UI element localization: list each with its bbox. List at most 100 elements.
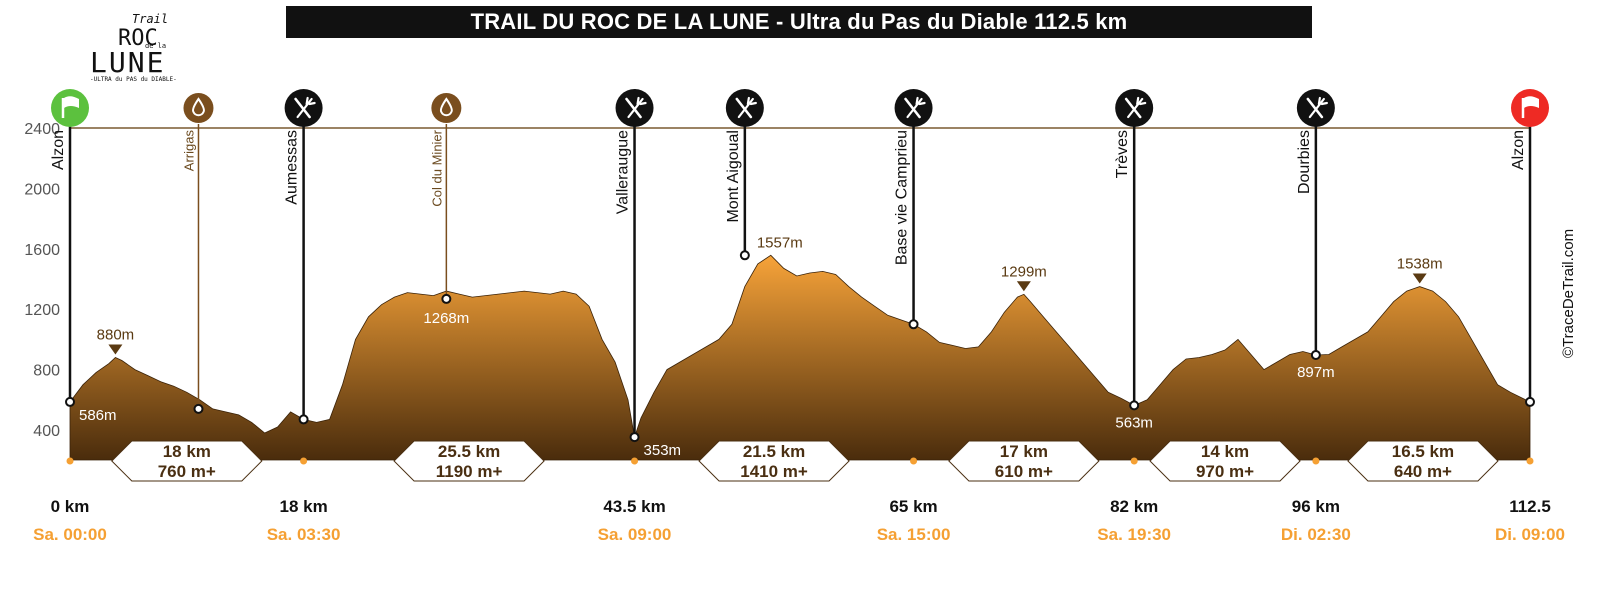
waypoint-valleraugue: Valleraugue 353m bbox=[615, 89, 682, 459]
stage-distance: 17 km bbox=[1000, 442, 1048, 461]
waypoint-elevation-label: 563m bbox=[1115, 414, 1153, 431]
waypoint-mont-aigoual: Mont Aigoual 1557m bbox=[725, 89, 803, 261]
utensils-icon bbox=[284, 89, 323, 127]
waypoint-elevation-label: 1557m bbox=[757, 234, 803, 251]
utensils-icon bbox=[725, 89, 764, 127]
icon-badge bbox=[431, 93, 462, 123]
km-marker: 18 km Sa. 03:30 bbox=[267, 457, 340, 544]
waypoint-elevation-label: 1268m bbox=[423, 310, 469, 327]
icon-badge bbox=[183, 93, 214, 123]
time-label: Di. 09:00 bbox=[1495, 525, 1565, 544]
waypoint-label: Alzon bbox=[1510, 130, 1527, 170]
summit-triangle bbox=[1412, 273, 1427, 284]
stage-hexagon bbox=[1347, 440, 1499, 482]
km-label: 43.5 km bbox=[603, 497, 665, 516]
waypoint-dot bbox=[441, 293, 452, 304]
y-axis: 400 800 1200 1600 2000 2400 bbox=[24, 121, 1530, 440]
utensils-icon bbox=[615, 89, 654, 127]
waypoint-dot bbox=[65, 396, 75, 407]
km-dot bbox=[1312, 457, 1320, 465]
waypoint-arrigas: Arrigas bbox=[181, 93, 214, 414]
waypoint-dot bbox=[629, 432, 640, 443]
fork-shape bbox=[906, 96, 926, 119]
time-label: Sa. 09:00 bbox=[598, 525, 672, 544]
stage-hexagon bbox=[948, 440, 1100, 482]
waypoint-aumessas: Aumessas bbox=[284, 89, 323, 425]
waypoint-dot bbox=[1525, 396, 1535, 407]
fork-shape bbox=[1308, 96, 1328, 119]
flag-icon bbox=[51, 89, 89, 127]
y-tick-label: 1600 bbox=[24, 242, 60, 259]
stage-gain: 1410 m+ bbox=[740, 462, 808, 481]
logo-tagline: -ULTRA du PAS du DIABLE- bbox=[90, 76, 177, 83]
km-label: 18 km bbox=[279, 497, 327, 516]
km-dot bbox=[1526, 457, 1534, 465]
flag-cloth bbox=[1524, 96, 1539, 108]
y-tick-label: 800 bbox=[33, 363, 60, 380]
km-dot bbox=[1130, 457, 1138, 465]
waypoint-elevation-label: 897m bbox=[1297, 364, 1335, 381]
km-dot bbox=[300, 457, 308, 465]
credit-label: ©TraceDeTrail.com bbox=[1560, 229, 1577, 358]
y-tick-label: 400 bbox=[33, 423, 60, 440]
summit-triangle bbox=[1016, 281, 1031, 292]
waypoint-dot bbox=[1310, 349, 1321, 360]
km-label: 112.5 bbox=[1509, 497, 1551, 516]
km-marker: 0 km Sa. 00:00 bbox=[33, 457, 107, 544]
stage-hexagon bbox=[111, 440, 263, 482]
waypoint-label: Trèves bbox=[1114, 130, 1131, 178]
waypoint-dot bbox=[739, 250, 750, 261]
knife-shape bbox=[1124, 97, 1142, 119]
waypoint-label: Aumessas bbox=[284, 130, 301, 205]
utensils-icon bbox=[894, 89, 933, 127]
fork-shape bbox=[737, 96, 757, 119]
stage-gain: 1190 m+ bbox=[436, 462, 503, 481]
waypoint-label: Dourbies bbox=[1296, 130, 1313, 194]
stage-distance: 14 km bbox=[1201, 442, 1249, 461]
summit-marker: 1538m bbox=[1397, 256, 1443, 284]
km-marker: 96 km Di. 02:30 bbox=[1281, 457, 1351, 544]
flag-icon bbox=[1511, 89, 1549, 127]
logo-line2: LUNE bbox=[90, 46, 165, 79]
waypoint-base-vie-camprieu: Base vie Camprieu bbox=[894, 89, 933, 330]
knife-shape bbox=[735, 97, 753, 119]
summit-marker: 880m bbox=[97, 327, 134, 355]
terrain-profile bbox=[69, 254, 1531, 461]
knife-shape bbox=[1306, 97, 1324, 119]
waypoint-label: Base vie Camprieu bbox=[894, 130, 911, 265]
stage-distance: 18 km bbox=[163, 442, 211, 461]
logo-trail: Trail bbox=[132, 12, 168, 26]
knife-shape bbox=[294, 97, 311, 119]
waypoint-elevation-label: 353m bbox=[644, 442, 682, 459]
logo: ROC Trail de la LUNE -ULTRA du PAS du DI… bbox=[90, 12, 177, 83]
waypoint-label: Alzon bbox=[50, 130, 67, 170]
waypoint-label: Col du Minier bbox=[429, 129, 444, 206]
fork-shape bbox=[627, 96, 647, 119]
fork-shape bbox=[296, 96, 316, 119]
km-label: 96 km bbox=[1292, 497, 1340, 516]
waypoint-dot bbox=[908, 319, 919, 330]
waypoint-dot bbox=[1129, 400, 1140, 411]
logo-small: de la bbox=[145, 42, 166, 50]
km-label: 82 km bbox=[1110, 497, 1158, 516]
time-label: Sa. 00:00 bbox=[33, 525, 107, 544]
waypoint-label: Mont Aigoual bbox=[725, 130, 742, 223]
stage-hexagon bbox=[1149, 440, 1301, 482]
drop-shape bbox=[192, 97, 205, 117]
time-label: Sa. 15:00 bbox=[877, 525, 951, 544]
time-label: Sa. 19:30 bbox=[1097, 525, 1171, 544]
logo-line1: ROC bbox=[118, 26, 158, 51]
drop-shape bbox=[439, 97, 453, 117]
chart-title: TRAIL DU ROC DE LA LUNE - Ultra du Pas d… bbox=[286, 6, 1312, 38]
km-label: 0 km bbox=[51, 497, 90, 516]
utensils-icon bbox=[1296, 89, 1335, 127]
km-dot bbox=[66, 457, 74, 465]
km-marker: 112.5 Di. 09:00 bbox=[1495, 457, 1565, 544]
waypoint-label: Arrigas bbox=[181, 130, 196, 172]
knife-shape bbox=[625, 97, 642, 119]
